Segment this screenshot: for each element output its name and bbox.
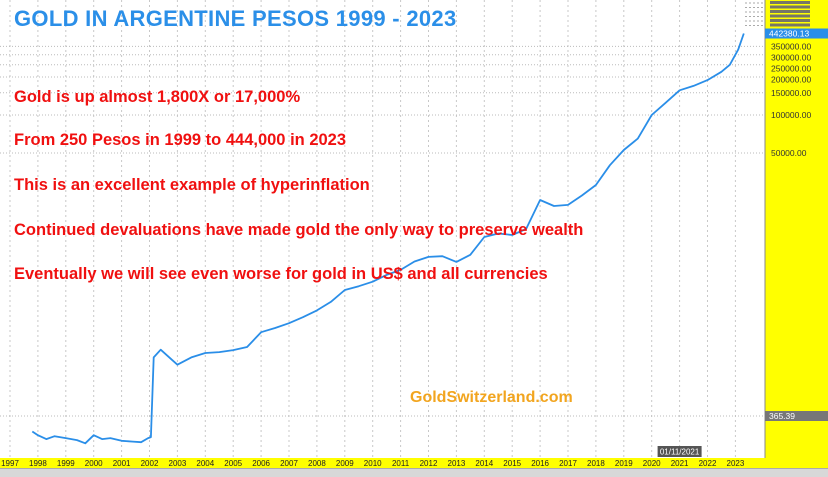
y-tick-label: 350000.00: [771, 41, 811, 51]
x-tick-label: 2009: [336, 459, 354, 468]
scrollbar[interactable]: [0, 468, 828, 477]
last-value-badge: [765, 28, 828, 39]
y-tick-label: 250000.00: [771, 63, 811, 73]
crowded-tick-label: [770, 23, 810, 27]
x-tick-label: 2010: [364, 459, 382, 468]
y-tick-label: 300000.00: [771, 52, 811, 62]
x-tick-label: 2001: [113, 459, 131, 468]
cursor-date-box: [657, 446, 702, 457]
x-tick-label: 2021: [671, 459, 689, 468]
x-tick-label: 2003: [169, 459, 187, 468]
x-tick-label: 2000: [85, 459, 103, 468]
x-tick-label: 1999: [57, 459, 75, 468]
x-tick-label: 2008: [308, 459, 326, 468]
cursor-date-label: 01/11/2021: [660, 448, 700, 457]
y-tick-label: 50000.00: [771, 148, 807, 158]
x-tick-label: 2020: [643, 459, 661, 468]
crowded-tick-label: [770, 1, 810, 4]
x-tick-label: 1998: [29, 459, 47, 468]
annotation-4: Continued devaluations have made gold th…: [14, 221, 584, 239]
chart-title: GOLD IN ARGENTINE PESOS 1999 - 2023: [14, 6, 457, 31]
low-value-badge: [765, 411, 828, 421]
brand-watermark: GoldSwitzerland.com: [410, 389, 573, 406]
annotation-3: This is an excellent example of hyperinf…: [14, 176, 370, 194]
x-tick-label: 2022: [699, 459, 717, 468]
x-tick-label: 2012: [420, 459, 438, 468]
x-tick-label: 2011: [392, 459, 410, 468]
annotation-2: From 250 Pesos in 1999 to 444,000 in 202…: [14, 131, 347, 149]
crowded-tick-label: [770, 14, 810, 18]
annotation-1: Gold is up almost 1,800X or 17,000%: [14, 88, 301, 106]
crowded-tick-label: [770, 10, 810, 13]
x-tick-label: 2019: [615, 459, 633, 468]
last-value-label: 442380.13: [769, 29, 809, 39]
crowded-tick-label: [770, 19, 810, 22]
annotation-5: Eventually we will see even worse for go…: [14, 265, 548, 283]
x-tick-label: 2013: [448, 459, 466, 468]
x-tick-label: 2017: [559, 459, 577, 468]
bottom-axis-panel: [0, 458, 828, 468]
low-value-label: 365.39: [769, 411, 795, 421]
y-tick-label: 200000.00: [771, 74, 811, 84]
y-tick-label: 150000.00: [771, 88, 811, 98]
x-tick-label: 2014: [475, 459, 493, 468]
x-tick-label: 2006: [252, 459, 270, 468]
x-tick-label: 2016: [531, 459, 549, 468]
y-tick-label: 100000.00: [771, 110, 811, 120]
x-tick-label: 2023: [727, 459, 745, 468]
x-tick-label: 2005: [224, 459, 242, 468]
crowded-tick-label: [770, 5, 810, 9]
x-tick-label: 2002: [141, 459, 159, 468]
right-axis-panel: [765, 0, 828, 468]
x-tick-label: 2007: [280, 459, 298, 468]
series-line: [31, 33, 745, 445]
x-tick-label: 2004: [196, 459, 214, 468]
x-tick-label: 1997: [1, 459, 19, 468]
x-tick-label: 2015: [503, 459, 521, 468]
x-tick-label: 2018: [587, 459, 605, 468]
